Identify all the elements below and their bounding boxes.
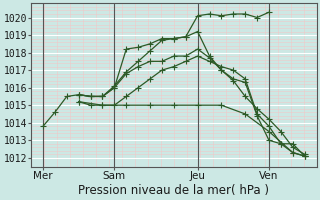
X-axis label: Pression niveau de la mer( hPa ): Pression niveau de la mer( hPa ) (78, 184, 269, 197)
